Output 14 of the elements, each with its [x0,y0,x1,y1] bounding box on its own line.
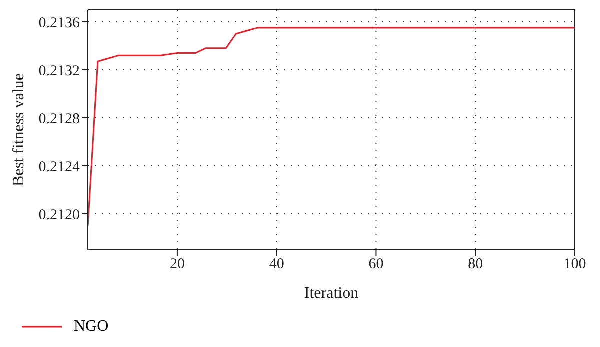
y-tick-label: 0.2132 [38,63,80,80]
y-tick-label: 0.2128 [38,111,80,128]
x-axis-title: Iteration [304,285,359,302]
legend-label: NGO [74,318,109,336]
y-tick-label: 0.2136 [38,15,80,32]
x-tick-label: 20 [170,256,185,273]
x-tick-label: 100 [564,256,586,273]
x-tick-label: 80 [468,256,484,273]
x-tick-label: 40 [269,256,284,273]
y-tick-label: 0.2124 [38,159,80,176]
x-tick-label: 60 [368,256,384,273]
y-tick-label: 0.2120 [38,207,80,224]
line-series [88,27,575,227]
y-axis-title: Best fitness value [10,74,28,186]
